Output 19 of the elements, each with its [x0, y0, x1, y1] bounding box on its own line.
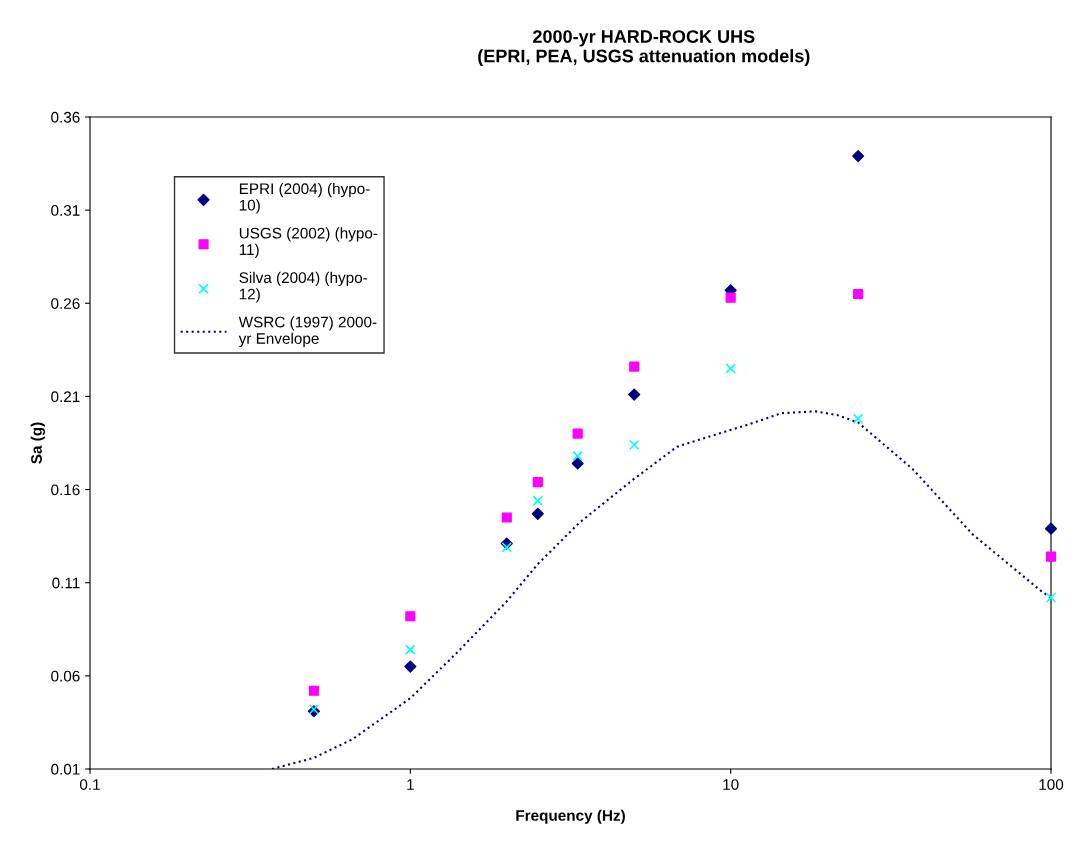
- y-tick-label: 0.21: [51, 391, 80, 403]
- y-tick-label: 0.36: [51, 111, 80, 123]
- legend-label: WSRC (1997) 2000- yr Envelope: [238, 316, 377, 347]
- chart-title: 2000-yr HARD-ROCK UHS (EPRI, PEA, USGS attenuation models): [478, 30, 810, 66]
- x-tick-label: 100: [1039, 779, 1064, 790]
- y-tick-label: 0.31: [51, 205, 80, 216]
- x-tick-label: 0.1: [79, 779, 100, 790]
- y-tick-label: 0.11: [52, 577, 80, 589]
- y-tick-label: 0.16: [51, 484, 80, 496]
- x-tick-label: 10: [723, 779, 739, 790]
- legend-label: USGS (2002) (hypo- 11): [239, 227, 378, 259]
- x-tick-label: 1: [407, 779, 414, 790]
- y-tick-label: 0.26: [51, 298, 80, 309]
- y-tick-label: 0.01: [51, 763, 80, 775]
- x-axis-title: Frequency (Hz): [516, 809, 625, 824]
- legend-label: EPRI (2004) (hypo- 10): [239, 182, 370, 214]
- legend-label: Silva (2004) (hypo- 12): [239, 271, 368, 303]
- y-tick-label: 0.06: [51, 670, 80, 682]
- y-axis-title: Sa (g): [30, 422, 45, 464]
